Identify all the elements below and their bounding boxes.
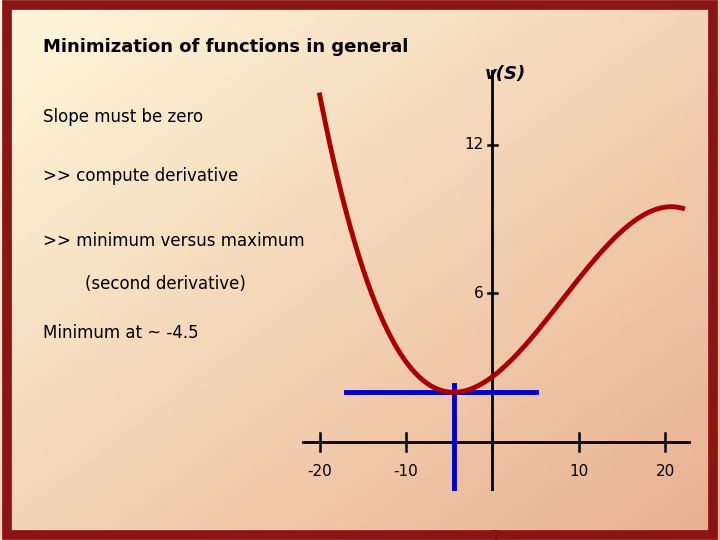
Text: 10: 10 (570, 464, 588, 479)
Text: Minimum at ~ -4.5: Minimum at ~ -4.5 (43, 324, 199, 342)
Text: -10: -10 (394, 464, 418, 479)
Text: (second derivative): (second derivative) (43, 275, 246, 293)
Text: >> minimum versus maximum: >> minimum versus maximum (43, 232, 305, 250)
Text: -20: -20 (307, 464, 332, 479)
Text: 20: 20 (656, 464, 675, 479)
Text: 12: 12 (464, 137, 484, 152)
Text: Minimization of functions in general: Minimization of functions in general (43, 38, 408, 56)
Text: 6: 6 (474, 286, 484, 301)
Text: Slope must be zero: Slope must be zero (43, 108, 203, 126)
Text: >> compute derivative: >> compute derivative (43, 167, 238, 185)
Text: S: S (485, 529, 500, 540)
Text: v(S): v(S) (485, 65, 526, 83)
